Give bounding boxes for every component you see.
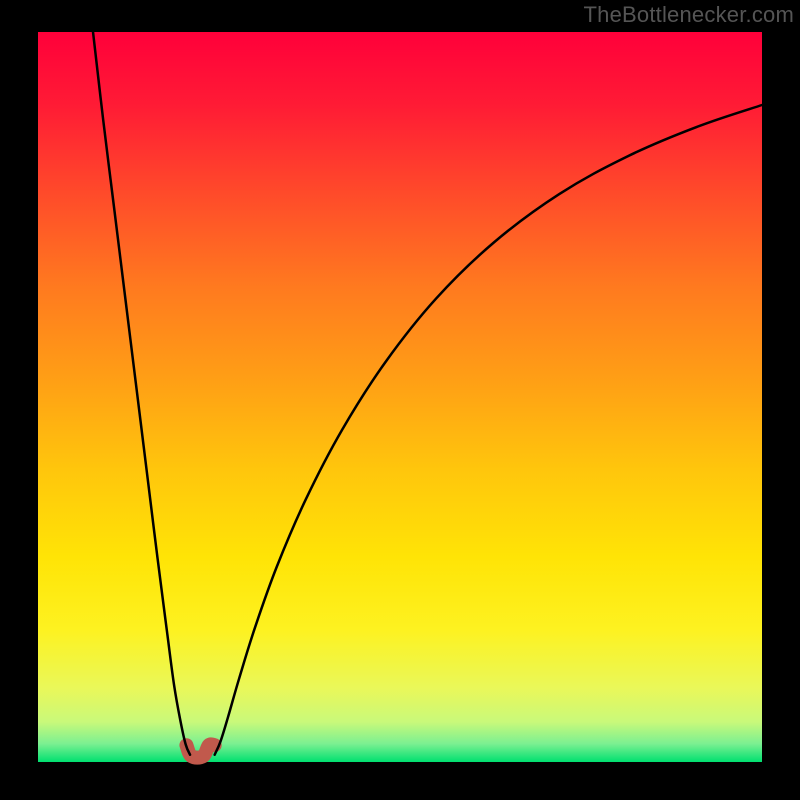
- chart-root: TheBottlenecker.com: [0, 0, 800, 800]
- watermark-text: TheBottlenecker.com: [578, 0, 800, 32]
- plot-background: [38, 32, 762, 762]
- chart-svg: [0, 0, 800, 800]
